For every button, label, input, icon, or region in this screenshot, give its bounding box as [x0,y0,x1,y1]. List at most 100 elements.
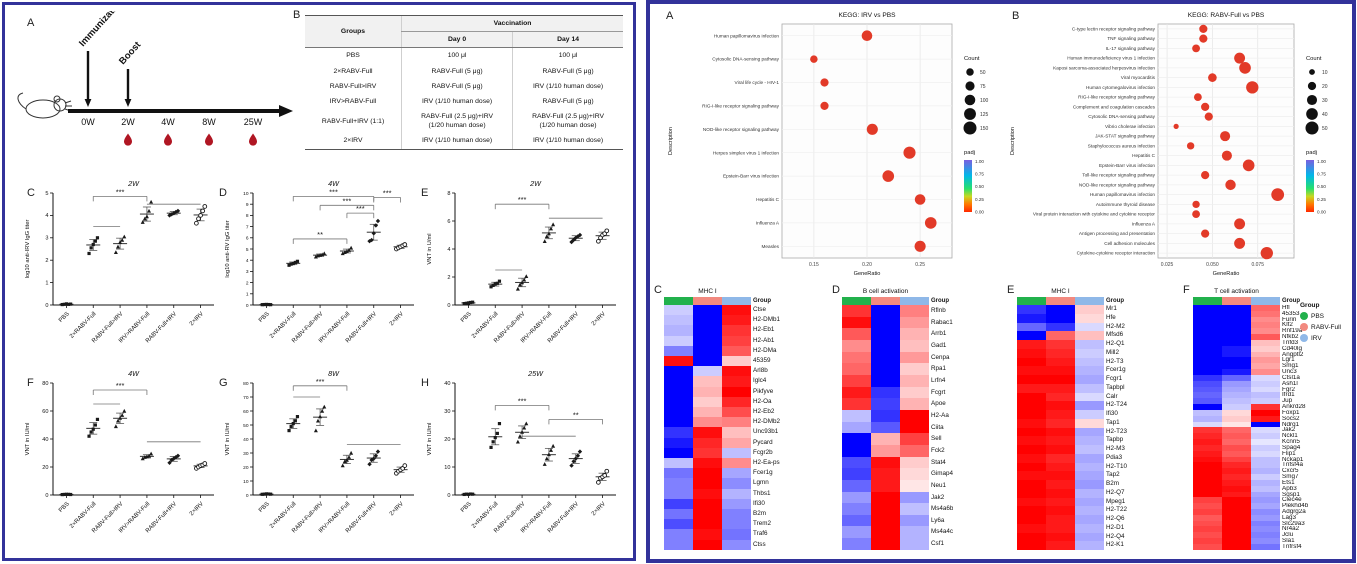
heatmap-cell [1017,523,1046,533]
heatmap-cell [1222,328,1251,335]
heatmap-cell [871,409,900,422]
svg-text:Human immunodeficiency virus 1: Human immunodeficiency virus 1 infection [1067,56,1155,61]
heatmap-tcell: T cell activation Group Hfl 45353 Furin Klf2 R… [1193,288,1308,550]
svg-text:Epstein-Barr virus infection: Epstein-Barr virus infection [723,174,779,179]
heatmap-cell [1251,543,1280,550]
heatmap-cell [1251,386,1280,393]
heatmap-cell [1193,526,1222,533]
heatmap-cell [1251,380,1280,387]
svg-text:0W: 0W [81,117,95,127]
gene-label: H2-Q1 [1106,340,1125,347]
heatmap-cell [1251,508,1280,515]
gene-label: Ifi30 [1106,410,1118,417]
heatmap-cell [1193,316,1222,323]
svg-text:***: *** [356,204,365,213]
group-label: PBS [1311,312,1325,320]
heatmap-cell [1251,328,1280,335]
left-figure-box: A B C D E F G H 0W 2W 4W 8W 25W Immunization B… [2,0,636,561]
heatmap-cell [1222,409,1251,416]
gene-label: Cxcr5 [1282,468,1299,475]
gene-label: Unc93b1 [753,428,779,436]
svg-text:VNT in IU/ml: VNT in IU/ml [427,423,433,456]
svg-text:***: *** [518,195,527,204]
svg-text:2×RABV-Full: 2×RABV-Full [269,501,298,530]
table-cell: 100 μl [401,47,513,64]
gene-label: B2m [753,510,766,518]
heatmap-cell [1193,345,1222,352]
svg-text:0.20: 0.20 [862,262,872,268]
heatmap-cell [1251,474,1280,480]
svg-text:2W: 2W [121,117,135,127]
svg-text:PBS: PBS [58,311,71,324]
gene-label: Nckap1 [1282,456,1304,463]
heatmap-cell [1017,445,1046,454]
heatmap-cell [842,363,871,375]
gene-label: Tap2 [1106,471,1120,479]
svg-text:0: 0 [246,303,249,309]
heatmap-cell [1193,334,1222,340]
heatmap-cell [693,447,722,459]
heatmap-cell [664,356,693,367]
svg-text:2W: 2W [529,179,542,188]
heatmap-cell [1046,462,1075,472]
heatmap-cell [1017,305,1046,314]
group-annotation-cell [1017,297,1046,305]
group-annotation-cell [871,297,900,305]
svg-text:2W: 2W [127,179,140,188]
heatmap-cell [1251,462,1280,469]
gene-label: Clec4e [1282,497,1302,504]
svg-text:2×IRV: 2×IRV [189,501,205,517]
gene-label: Mill2 [1106,348,1119,356]
svg-text:3: 3 [246,269,249,275]
gene-label: H2-Eb2 [753,408,775,416]
svg-text:padj: padj [964,150,975,156]
group-annotation-cell [1075,297,1104,305]
heatmap-cell [1193,374,1222,381]
svg-text:8: 8 [246,213,249,219]
heatmap-cell [900,409,929,422]
heatmap-cell [1017,366,1046,375]
heatmap-cell [1193,439,1222,445]
heatmap-cell [1193,380,1222,387]
gene-label: Pdia3 [1106,453,1123,461]
heatmap-cell [1251,415,1280,422]
heatmap-cell [1193,433,1222,440]
gene-label: Pycard [753,438,773,446]
svg-text:2×RABV-Full: 2×RABV-Full [471,311,500,340]
heatmap-cell [1017,331,1046,340]
heatmap-cell [1046,497,1075,507]
heatmap-cell [722,386,751,397]
svg-text:2×IRV: 2×IRV [591,311,607,327]
heatmap-cell [1075,340,1104,349]
table-cell: RABV-Full (5 μg) [401,78,513,94]
heatmap-cell [1075,471,1104,480]
gene-label: Tapbpl [1106,383,1125,391]
heatmap-cell [1222,369,1251,375]
heatmap-cell [1017,462,1046,472]
heatmap-cell [1222,398,1251,405]
heatmap-cell [900,351,929,364]
heatmap-cell [664,498,693,510]
svg-text:40: 40 [1322,112,1328,118]
heatmap-bcell: B cell activation Group Rflnb Rabac1 Arrb1 Ga… [842,288,953,550]
heatmap-cell [1046,418,1075,428]
heatmap-cell [1251,357,1280,364]
heatmap-cell [1075,313,1104,323]
table-cell: RABV-Full (5 μg) [512,93,623,110]
heatmap-cell [842,339,871,352]
heatmap-cell [1222,421,1251,428]
gene-label: H2-DMb1 [753,316,780,324]
svg-text:**: ** [573,410,579,419]
heatmap-cell [1222,310,1251,317]
table-cell: RABV-Full (5 μg) [401,63,513,79]
svg-text:1: 1 [45,280,48,286]
heatmap-cell [1251,485,1280,492]
heatmap-cell [693,539,722,550]
heatmap-cell [871,514,900,527]
gene-label: Stat4 [931,458,946,466]
heatmap-cell [1075,506,1104,515]
heatmap-cell [900,514,929,527]
heatmap-cell [1222,374,1251,381]
panel-label-h: H [421,377,429,389]
heatmap-cell [693,437,722,448]
